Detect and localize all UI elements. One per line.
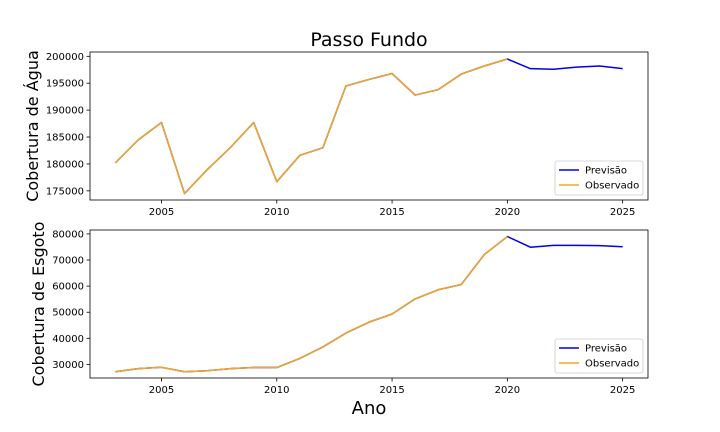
y-tick-label-agua-4: 195000 — [46, 79, 84, 90]
series-line-observado-esgoto — [115, 235, 508, 373]
panel-esgoto: 30000 40000 50000 60000 70000 80000 2005 2010 2… — [29, 222, 649, 396]
legend-esgoto: Previsão Observado — [554, 338, 644, 374]
x-tick-label-esgoto-4: 2025 — [610, 385, 635, 396]
y-axis-label-agua: Cobertura de Água — [23, 50, 42, 202]
y-tick-label-esgoto-5: 80000 — [52, 229, 84, 240]
legend-label-previsao-esgoto: Previsão — [585, 344, 627, 355]
y-axis-label-esgoto: Cobertura de Esgoto — [29, 222, 48, 387]
x-axis-label: Ano — [352, 398, 387, 419]
x-tick-label-esgoto-3: 2020 — [495, 385, 520, 396]
x-tick-label-agua-4: 2025 — [610, 207, 635, 218]
x-tick-label-esgoto-2: 2015 — [379, 385, 404, 396]
y-tick-label-esgoto-2: 50000 — [52, 308, 84, 319]
plot-frame-agua — [89, 51, 649, 201]
y-tick-label-agua-3: 190000 — [46, 106, 84, 117]
y-tick-label-agua-5: 200000 — [46, 52, 84, 63]
y-tick-label-agua-0: 175000 — [46, 186, 84, 197]
y-tick-label-esgoto-4: 70000 — [52, 256, 84, 267]
y-tick-label-esgoto-0: 30000 — [52, 360, 84, 371]
y-tick-label-agua-1: 180000 — [46, 159, 84, 170]
series-line-observado-agua — [114, 58, 508, 195]
x-tick-label-agua-1: 2010 — [264, 207, 289, 218]
legend-agua: Previsão Observado — [554, 160, 644, 196]
plot-frame-esgoto — [89, 229, 649, 379]
y-tick-label-esgoto-3: 60000 — [52, 282, 84, 293]
chart-title: Passo Fundo — [310, 29, 427, 51]
series-line-previsao-esgoto — [115, 235, 623, 373]
x-tick-label-esgoto-0: 2005 — [149, 385, 174, 396]
x-tick-label-agua-2: 2015 — [379, 207, 404, 218]
x-tick-label-esgoto-1: 2010 — [264, 385, 289, 396]
x-tick-label-agua-3: 2020 — [495, 207, 520, 218]
legend-label-observado-esgoto: Observado — [585, 359, 639, 370]
legend-label-previsao-agua: Previsão — [585, 166, 627, 177]
panel-agua: 175000 180000 185000 190000 195000 200000 200… — [23, 50, 649, 218]
legend-label-observado-agua: Observado — [585, 181, 639, 192]
x-tick-label-agua-0: 2005 — [149, 207, 174, 218]
y-tick-label-esgoto-1: 40000 — [52, 334, 84, 345]
y-tick-label-agua-2: 185000 — [46, 133, 84, 144]
